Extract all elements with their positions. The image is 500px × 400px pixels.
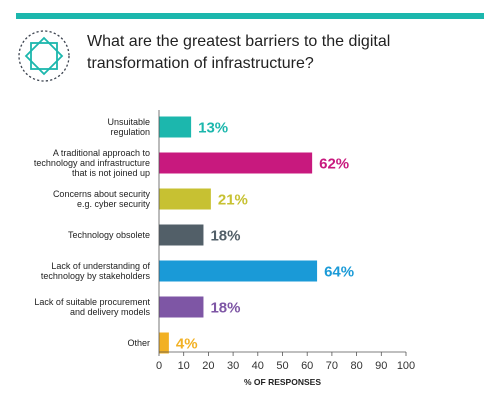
- category-label-3: Technology obsolete: [68, 230, 150, 240]
- x-tick-label-6: 60: [301, 360, 313, 372]
- bar-1: [159, 152, 313, 174]
- category-label-6: Other: [127, 338, 150, 348]
- bar-5: [159, 296, 204, 318]
- data-label-1: 62%: [319, 156, 349, 173]
- x-tick-label-8: 80: [350, 360, 362, 372]
- category-label-0: Unsuitable regulation: [107, 117, 150, 137]
- x-tick-label-5: 50: [276, 360, 288, 372]
- transformation-icon: [16, 28, 72, 84]
- data-label-0: 13%: [198, 120, 228, 137]
- x-tick-label-3: 30: [227, 360, 239, 372]
- category-label-5: Lack of suitable procurement and delivery…: [34, 297, 150, 317]
- bar-6: [159, 332, 169, 354]
- x-tick-label-1: 10: [178, 360, 190, 372]
- category-label-2: Concerns about security e.g. cyber securi…: [53, 189, 151, 209]
- category-label-4: Lack of understanding of technology by st…: [41, 261, 151, 281]
- top-accent-rule: [16, 13, 484, 19]
- data-label-4: 64%: [324, 264, 354, 281]
- data-label-5: 18%: [210, 300, 240, 317]
- x-axis-title: % OF RESPONSES: [244, 377, 321, 387]
- x-tick-label-7: 70: [326, 360, 338, 372]
- bar-0: [159, 116, 192, 138]
- bar-2: [159, 188, 211, 210]
- x-tick-label-0: 0: [156, 360, 162, 372]
- x-tick-label-10: 100: [397, 360, 415, 372]
- x-tick-label-9: 90: [375, 360, 387, 372]
- data-label-3: 18%: [210, 228, 240, 245]
- category-label-1: A traditional approach to technology and …: [34, 148, 150, 178]
- x-tick-label-2: 20: [202, 360, 214, 372]
- x-tick-label-4: 40: [252, 360, 264, 372]
- chart-title: What are the greatest barriers to the di…: [87, 33, 391, 72]
- bar-3: [159, 224, 204, 246]
- data-label-6: 4%: [176, 336, 198, 353]
- bar-4: [159, 260, 318, 282]
- data-label-2: 21%: [218, 192, 248, 209]
